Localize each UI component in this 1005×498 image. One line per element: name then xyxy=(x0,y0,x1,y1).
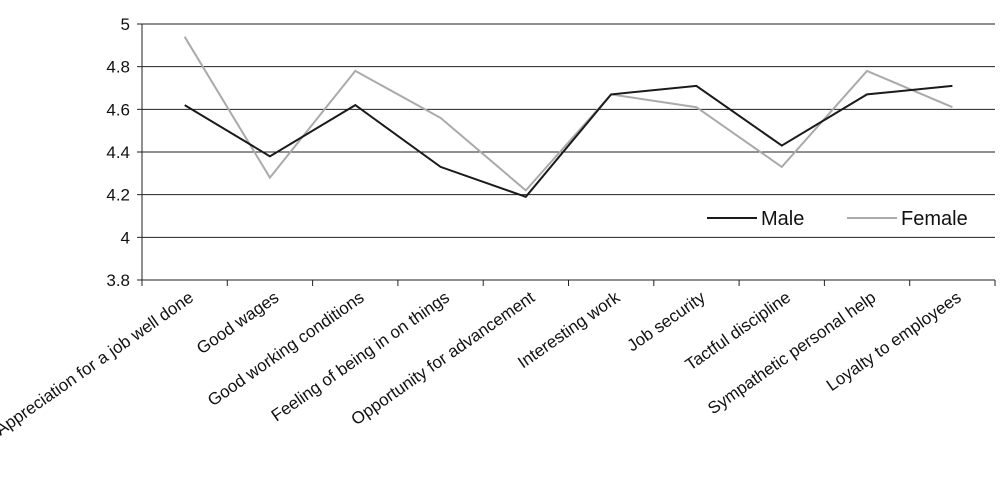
series-lines xyxy=(183,36,953,198)
axes xyxy=(137,23,996,286)
y-tick-labels: 3.8 4 4.2 4.4 4.6 4.8 5 xyxy=(106,15,130,290)
x-tick-label: Good wages xyxy=(193,288,282,358)
x-tick-label: Sympathetic personal help xyxy=(704,288,879,418)
y-tick-label: 4.6 xyxy=(106,100,130,119)
series-line-female xyxy=(183,36,953,192)
y-tick-label: 3.8 xyxy=(106,271,130,290)
y-tick-label: 4.8 xyxy=(106,58,130,77)
y-tick-label: 4.4 xyxy=(106,143,130,162)
x-tick-label: Appreciation for a job well done xyxy=(0,288,197,440)
legend-label-female: Female xyxy=(901,208,968,230)
x-tick-label: Job security xyxy=(624,287,710,355)
y-tick-label: 4 xyxy=(121,228,130,247)
x-tick-label: Good working conditions xyxy=(204,288,367,410)
gridlines xyxy=(142,23,995,238)
legend: Male Female xyxy=(707,208,968,230)
legend-label-male: Male xyxy=(761,208,804,230)
series-line-male xyxy=(184,84,953,198)
y-tick-label: 5 xyxy=(121,15,130,34)
y-tick-label: 4.2 xyxy=(106,186,130,205)
